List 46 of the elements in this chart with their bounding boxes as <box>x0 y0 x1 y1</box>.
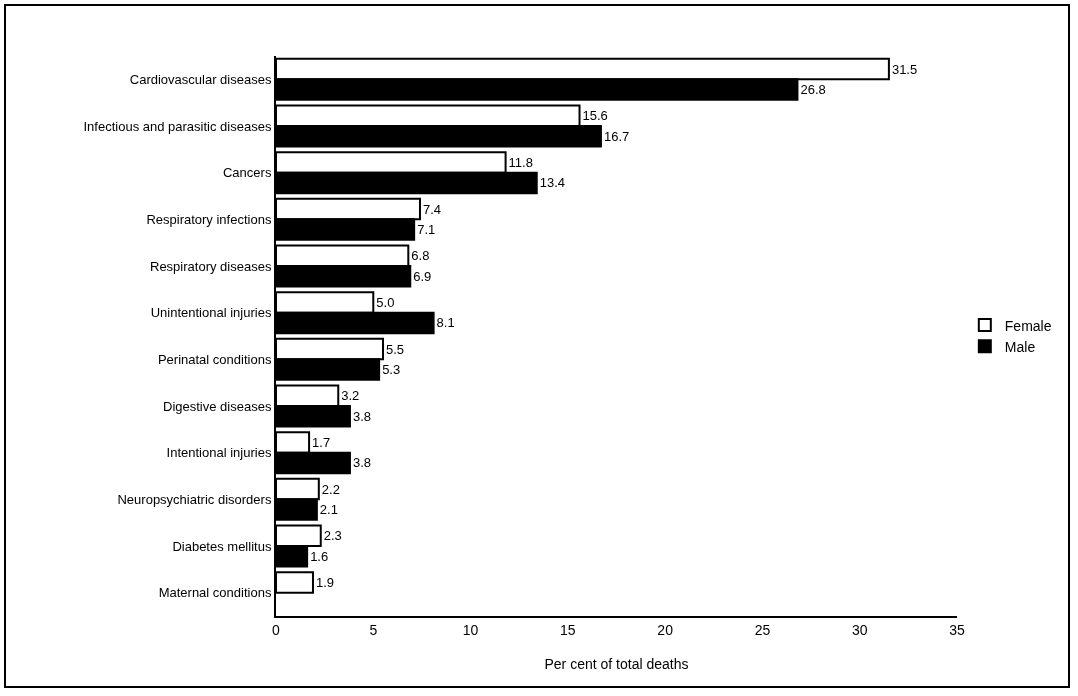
x-tick-label: 25 <box>754 621 771 638</box>
x-tick-label: 10 <box>462 621 479 638</box>
data-label: 7.4 <box>422 201 442 217</box>
x-tick-label: 5 <box>369 621 378 638</box>
data-label: 16.7 <box>603 128 630 144</box>
data-label: 6.8 <box>411 248 430 264</box>
data-label: 8.1 <box>436 315 455 331</box>
data-label: 1.7 <box>312 434 331 450</box>
y-tick-label: Diabetes mellitus <box>172 538 272 554</box>
data-label: 3.8 <box>352 455 372 471</box>
x-axis-title: Per cent of total deaths <box>544 656 689 672</box>
y-tick-label: Cancers <box>222 165 272 181</box>
y-tick-label: Unintentional injuries <box>150 305 272 321</box>
data-label: 1.9 <box>315 574 335 590</box>
y-tick-label: Digestive diseases <box>163 398 272 414</box>
y-tick-label: Infectious and parasitic diseases <box>83 118 272 134</box>
data-label: 26.8 <box>800 82 826 98</box>
data-label: 2.1 <box>319 502 338 518</box>
x-tick-label: 0 <box>272 621 281 638</box>
data-label: 6.9 <box>413 268 432 284</box>
data-label: 5.3 <box>382 362 401 378</box>
data-label: 1.6 <box>310 548 329 564</box>
y-tick-label: Perinatal conditions <box>157 351 272 367</box>
data-label: 13.4 <box>539 175 566 191</box>
x-tick-label: 15 <box>560 621 576 638</box>
data-label: 31.5 <box>891 61 918 77</box>
data-label: 15.6 <box>582 108 608 124</box>
y-tick-label: Neuropsychiatric disorders <box>117 491 272 507</box>
data-label: 3.2 <box>341 388 360 404</box>
data-label: 5.0 <box>376 294 395 310</box>
x-tick-label: 35 <box>949 621 965 638</box>
legend-label: Male <box>1004 338 1036 355</box>
x-tick-label: 20 <box>657 621 674 638</box>
data-label: 7.1 <box>417 222 436 238</box>
data-label: 2.3 <box>323 528 342 544</box>
y-tick-label: Respiratory diseases <box>150 258 272 274</box>
y-tick-label: Maternal conditions <box>158 585 272 601</box>
y-tick-label: Cardiovascular diseases <box>129 71 272 87</box>
y-tick-label: Respiratory infections <box>146 211 272 227</box>
data-label: 11.8 <box>508 154 533 170</box>
data-label: 2.2 <box>321 481 340 497</box>
data-label: 5.5 <box>386 341 405 357</box>
data-label: 3.8 <box>352 408 372 424</box>
x-tick-label: 30 <box>851 621 868 638</box>
legend-label: Female <box>1004 317 1052 334</box>
y-tick-label: Intentional injuries <box>166 445 272 461</box>
